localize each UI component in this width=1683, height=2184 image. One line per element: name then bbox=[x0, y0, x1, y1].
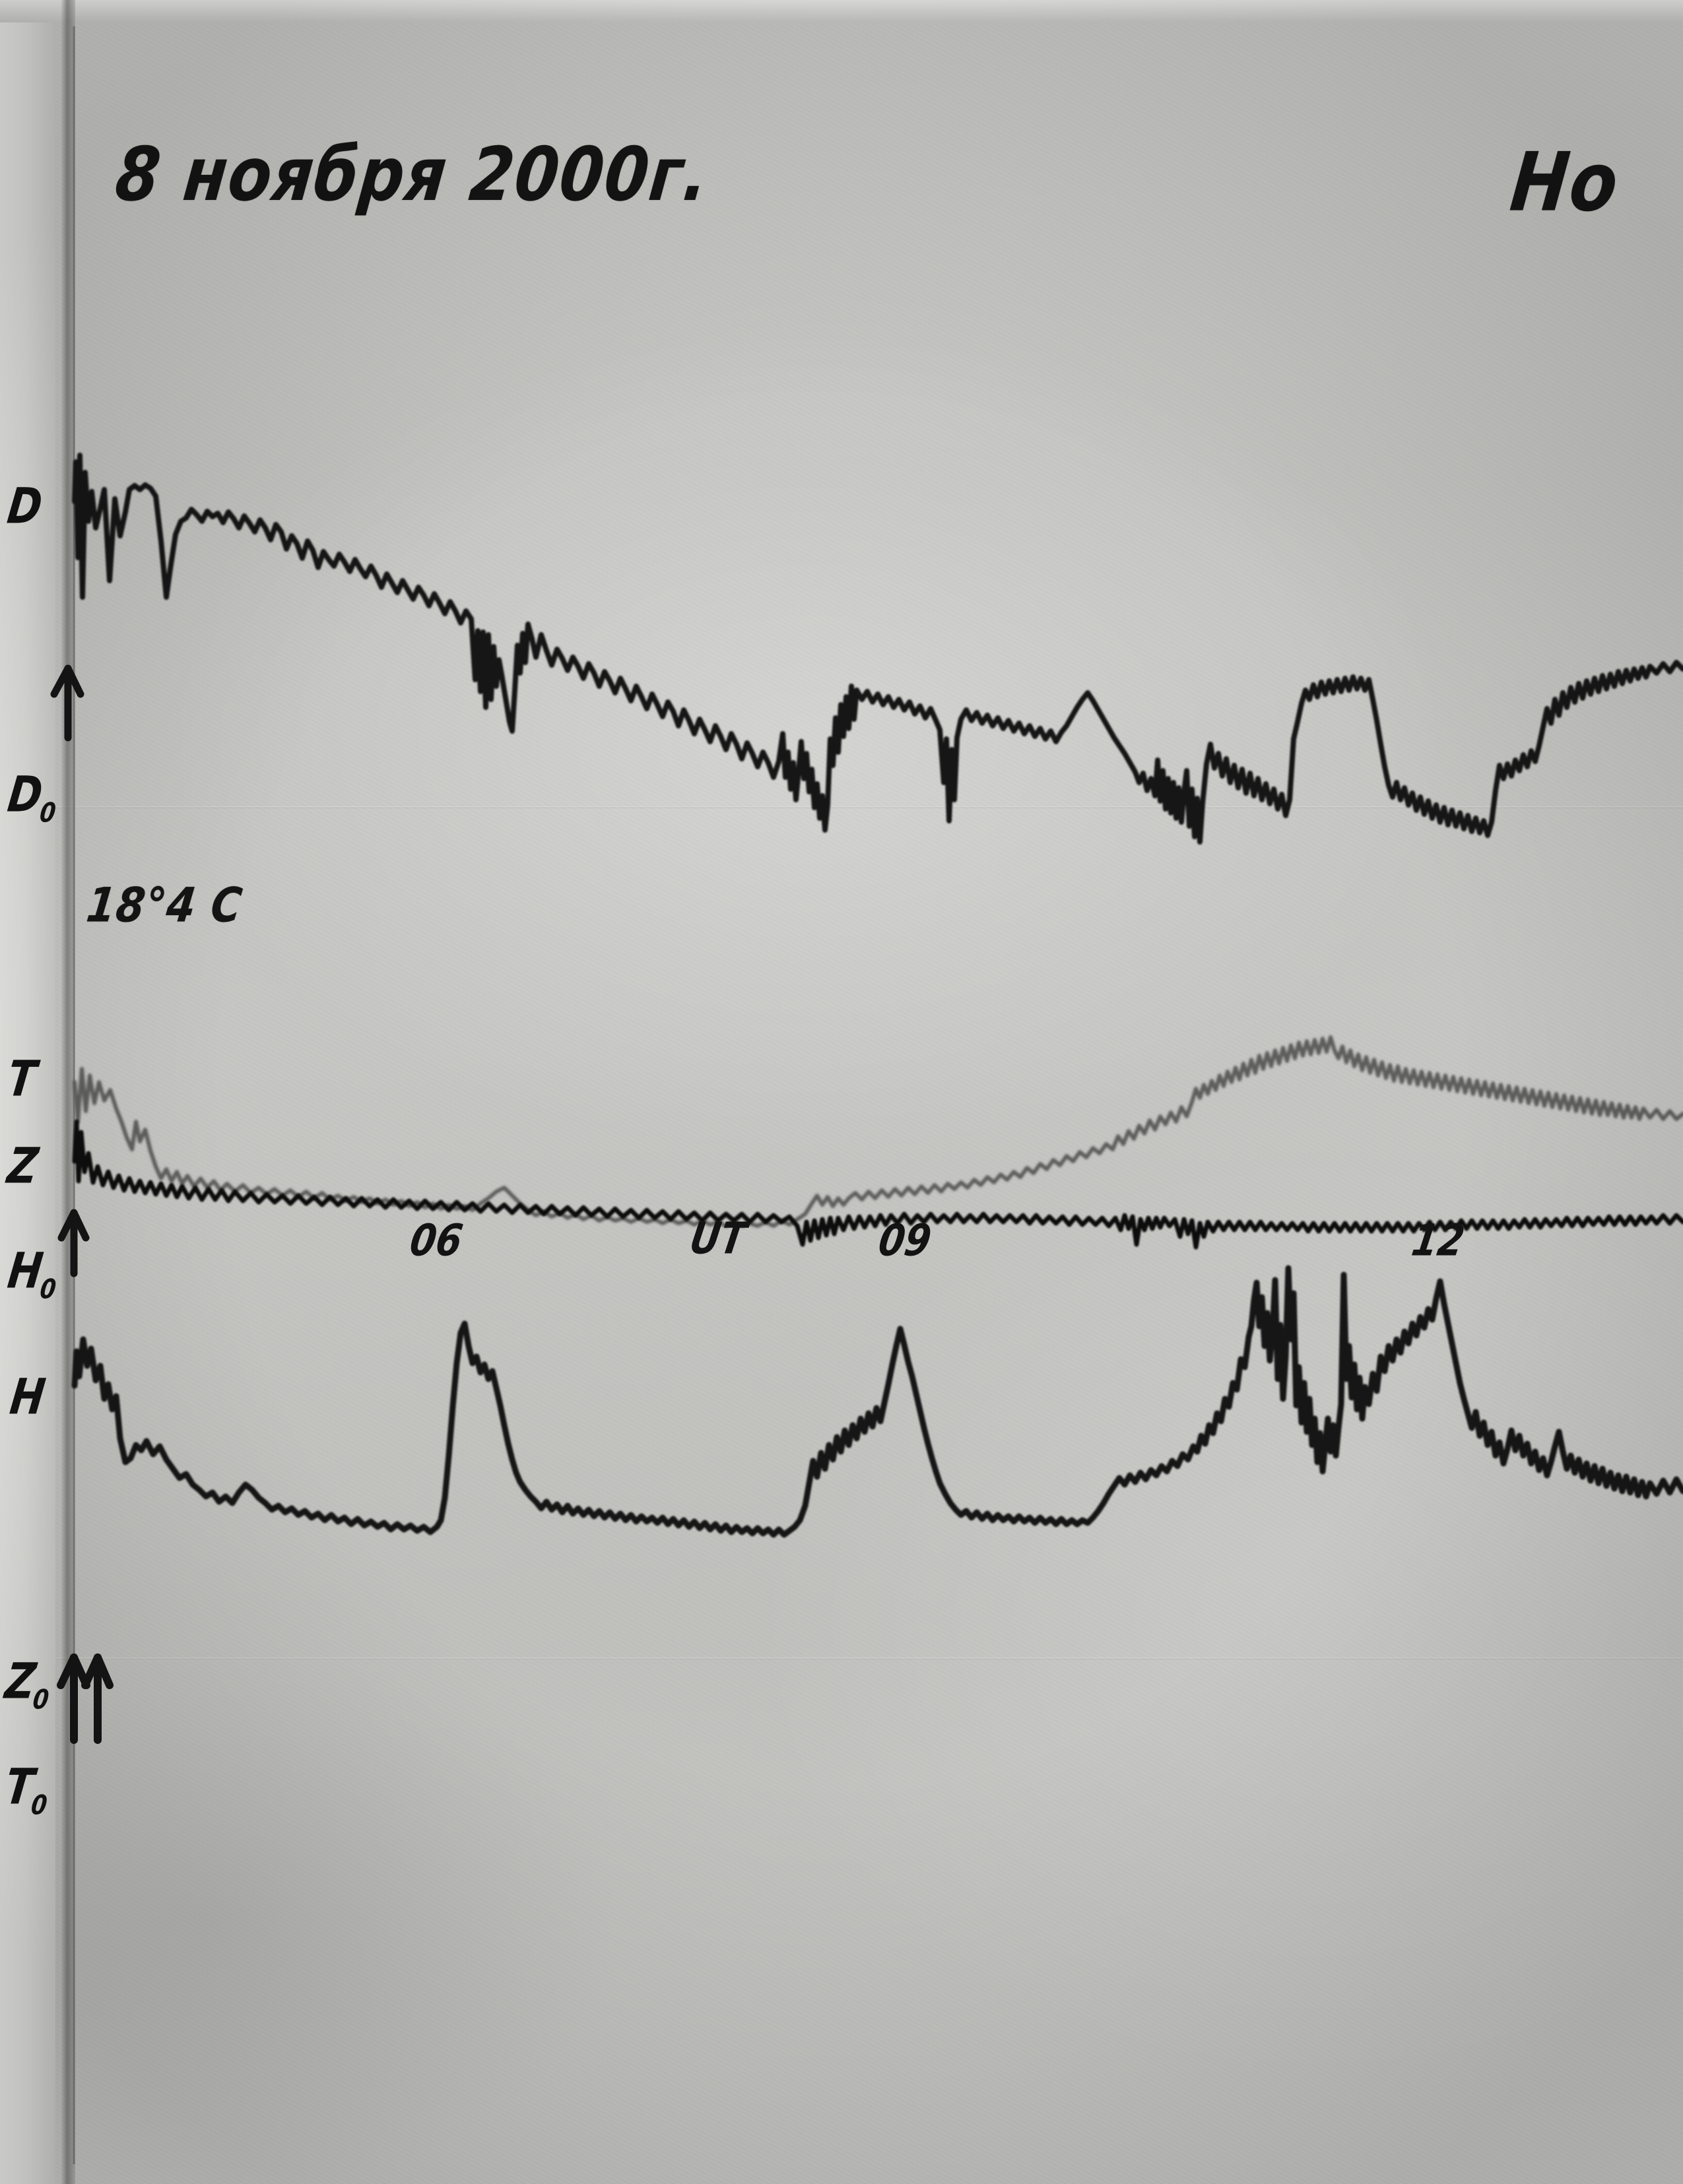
paper-fold-seam-lower bbox=[0, 1657, 1683, 1659]
binding-shadow bbox=[61, 0, 75, 2184]
arrow-d-up bbox=[50, 664, 84, 742]
paper-fold-seam-upper bbox=[0, 806, 1683, 808]
arrow-t0-up bbox=[81, 1654, 114, 1744]
trace-z bbox=[72, 1119, 1683, 1250]
trace-h bbox=[71, 1265, 1683, 1538]
top-page-margin bbox=[0, 0, 1683, 22]
arrow-z-up bbox=[57, 1209, 90, 1277]
left-page-margin bbox=[0, 0, 55, 2184]
trace-d bbox=[72, 453, 1683, 845]
